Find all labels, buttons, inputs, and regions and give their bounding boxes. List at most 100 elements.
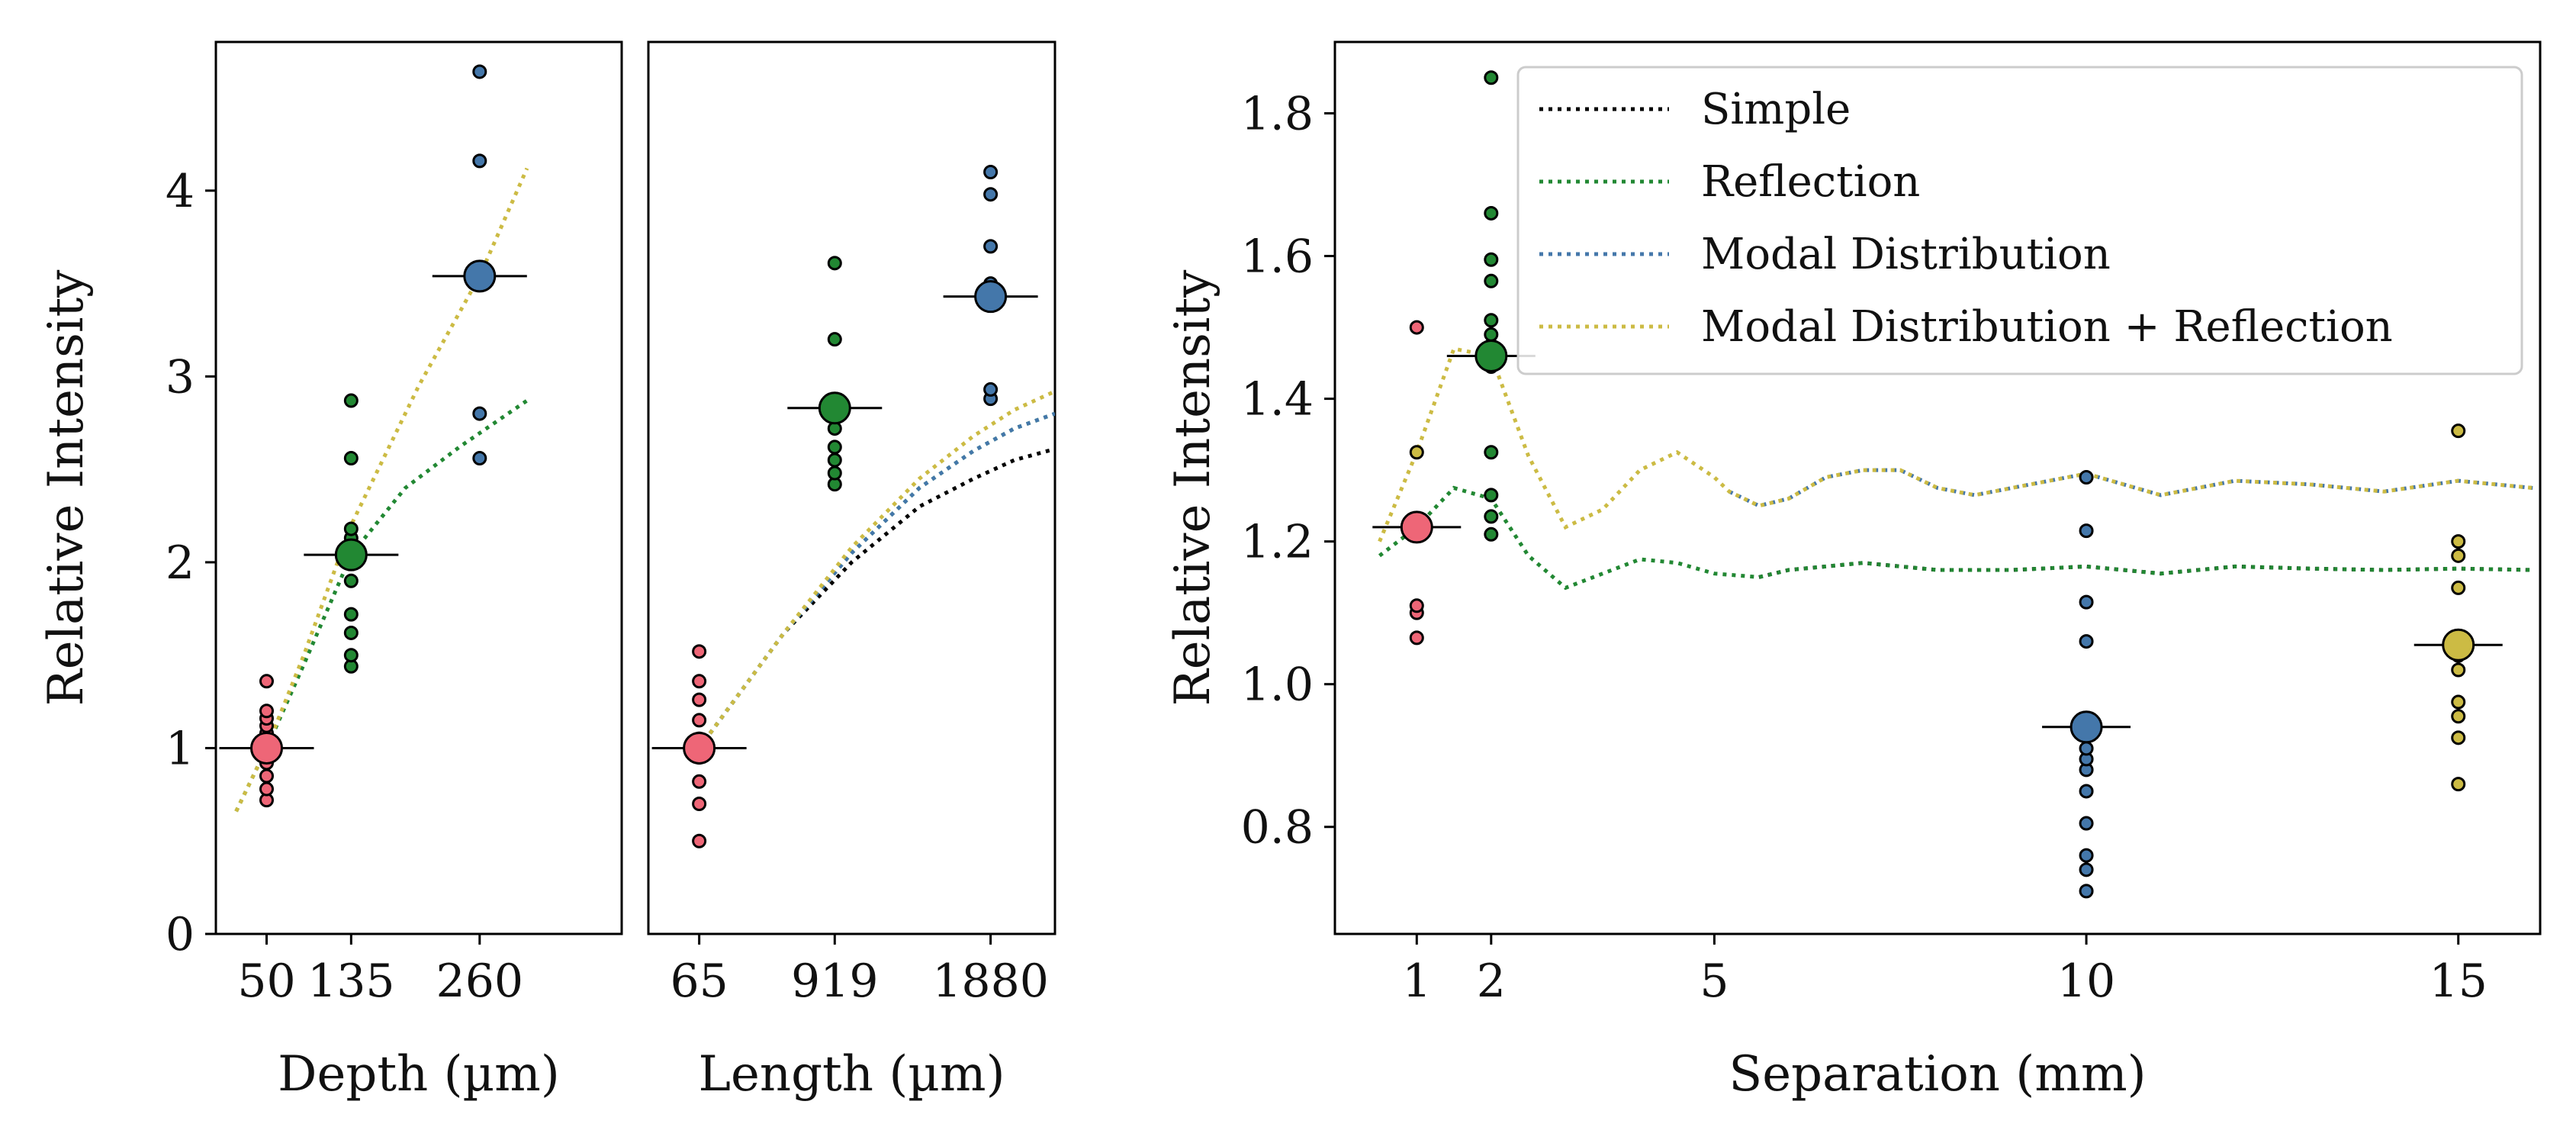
separation-legend: Simple Reflection Modal Distribution Modal … bbox=[1516, 66, 2523, 375]
length-xtick-label: 65 bbox=[670, 955, 728, 1008]
separation-ytick-label: 1.4 bbox=[1241, 373, 1314, 427]
depth-data-point bbox=[472, 64, 487, 79]
length-mean-marker bbox=[818, 391, 851, 425]
depth-data-point bbox=[343, 573, 359, 588]
depth-ytick-label: 3 bbox=[166, 350, 195, 404]
separation-data-point bbox=[1409, 320, 1424, 335]
depth-data-point bbox=[343, 393, 359, 408]
length-xtick-label: 919 bbox=[791, 955, 879, 1008]
depth-axes-frame bbox=[214, 40, 623, 935]
separation-data-point bbox=[2079, 741, 2094, 756]
separation-data-point bbox=[1484, 488, 1499, 503]
separation-plot-area bbox=[1372, 70, 2533, 899]
separation-data-point bbox=[1484, 273, 1499, 288]
length-data-point bbox=[983, 164, 999, 179]
depth-xtick-label: 50 bbox=[237, 955, 295, 1008]
separation-ytick-label: 0.8 bbox=[1241, 801, 1314, 855]
length-data-point bbox=[692, 674, 707, 689]
separation-xtick-label: 15 bbox=[2430, 955, 2488, 1008]
depth-mean-marker bbox=[334, 538, 368, 572]
length-data-point bbox=[692, 644, 707, 659]
depth-ytick-label: 2 bbox=[166, 536, 195, 590]
depth-panel: 50 135 260 0 1 2 3 4 Depth (µm) Relative Intensit… bbox=[38, 40, 623, 1103]
separation-data-point bbox=[2451, 694, 2466, 710]
separation-ytick-label: 1.8 bbox=[1241, 88, 1314, 141]
length-xtick-label: 1880 bbox=[932, 955, 1049, 1008]
length-data-point bbox=[827, 465, 842, 481]
separation-data-point bbox=[2079, 848, 2094, 863]
length-data-point bbox=[983, 239, 999, 254]
depth-ytick-label: 0 bbox=[166, 908, 195, 961]
length-curve-modal bbox=[697, 411, 1055, 749]
depth-data-point bbox=[259, 674, 274, 689]
depth-data-point bbox=[343, 451, 359, 466]
depth-mean-marker bbox=[463, 259, 497, 293]
separation-xtick-label: 1 bbox=[1402, 955, 1431, 1008]
separation-data-point bbox=[1484, 70, 1499, 85]
depth-data-point bbox=[343, 521, 359, 536]
length-curve-modal-reflection bbox=[697, 389, 1055, 749]
separation-mean-marker bbox=[2069, 710, 2103, 744]
separation-panel: 1 2 5 10 15 0.8 1.0 1.2 1.4 1.6 1.8 Separation (mm)… bbox=[1165, 40, 2542, 1103]
separation-data-point bbox=[1484, 313, 1499, 328]
separation-data-point bbox=[2451, 662, 2466, 678]
depth-data-point bbox=[472, 406, 487, 421]
separation-data-point bbox=[1484, 205, 1499, 221]
separation-data-point bbox=[2079, 862, 2094, 877]
separation-xtick-label: 10 bbox=[2057, 955, 2115, 1008]
separation-data-point bbox=[1484, 327, 1499, 342]
separation-data-point bbox=[2079, 816, 2094, 831]
depth-data-point bbox=[472, 153, 487, 169]
length-data-point bbox=[692, 797, 707, 812]
separation-data-point bbox=[2079, 469, 2094, 485]
separation-legend-box bbox=[1516, 66, 2523, 375]
depth-ytick-label: 1 bbox=[166, 722, 195, 775]
length-data-point bbox=[692, 833, 707, 848]
length-plot-area bbox=[651, 164, 1055, 848]
separation-data-point bbox=[1484, 445, 1499, 460]
separation-data-point bbox=[2451, 534, 2466, 549]
depth-data-point bbox=[259, 768, 274, 784]
length-panel: 65 919 1880 Length (µm) bbox=[647, 40, 1056, 1103]
separation-legend-label: Modal Distribution + Reflection bbox=[1701, 302, 2393, 352]
separation-ytick-label: 1.0 bbox=[1241, 658, 1314, 712]
separation-data-point bbox=[2079, 634, 2094, 649]
separation-data-point bbox=[2451, 777, 2466, 792]
depth-data-point bbox=[259, 781, 274, 797]
separation-data-point bbox=[2079, 523, 2094, 539]
separation-legend-label: Simple bbox=[1701, 85, 1851, 134]
length-data-point bbox=[983, 382, 999, 397]
length-data-point bbox=[692, 692, 707, 707]
depth-data-point bbox=[472, 451, 487, 466]
separation-x-axis-label: Separation (mm) bbox=[1729, 1046, 2146, 1103]
separation-mean-marker bbox=[1400, 510, 1433, 544]
depth-y-axis-label: Relative Intensity bbox=[38, 270, 95, 707]
length-data-point bbox=[827, 439, 842, 455]
separation-xtick-label: 2 bbox=[1477, 955, 1506, 1008]
separation-curve-modal-reflection bbox=[1378, 346, 2533, 543]
depth-ytick-label: 4 bbox=[166, 165, 195, 218]
depth-mean-marker bbox=[250, 731, 283, 765]
separation-data-point bbox=[2079, 784, 2094, 799]
length-data-point bbox=[692, 774, 707, 789]
length-data-point bbox=[827, 256, 842, 271]
length-x-axis-label: Length (µm) bbox=[698, 1046, 1005, 1103]
separation-data-point bbox=[1484, 252, 1499, 267]
separation-ytick-label: 1.2 bbox=[1241, 516, 1314, 569]
separation-data-point bbox=[1484, 526, 1499, 542]
separation-data-point bbox=[2451, 580, 2466, 595]
depth-x-axis-label: Depth (µm) bbox=[278, 1046, 560, 1103]
separation-xtick-label: 5 bbox=[1700, 955, 1729, 1008]
separation-ytick-label: 1.6 bbox=[1241, 230, 1314, 284]
depth-data-point bbox=[343, 648, 359, 663]
length-data-point bbox=[827, 332, 842, 347]
separation-mean-marker bbox=[1475, 339, 1508, 372]
separation-curve-reflection bbox=[1378, 485, 2533, 591]
depth-xtick-label: 135 bbox=[307, 955, 395, 1008]
separation-y-axis-label: Relative Intensity bbox=[1165, 270, 1221, 707]
separation-data-point bbox=[2451, 548, 2466, 563]
depth-plot-area bbox=[219, 64, 529, 813]
separation-data-point bbox=[1484, 509, 1499, 524]
depth-data-point bbox=[343, 607, 359, 622]
